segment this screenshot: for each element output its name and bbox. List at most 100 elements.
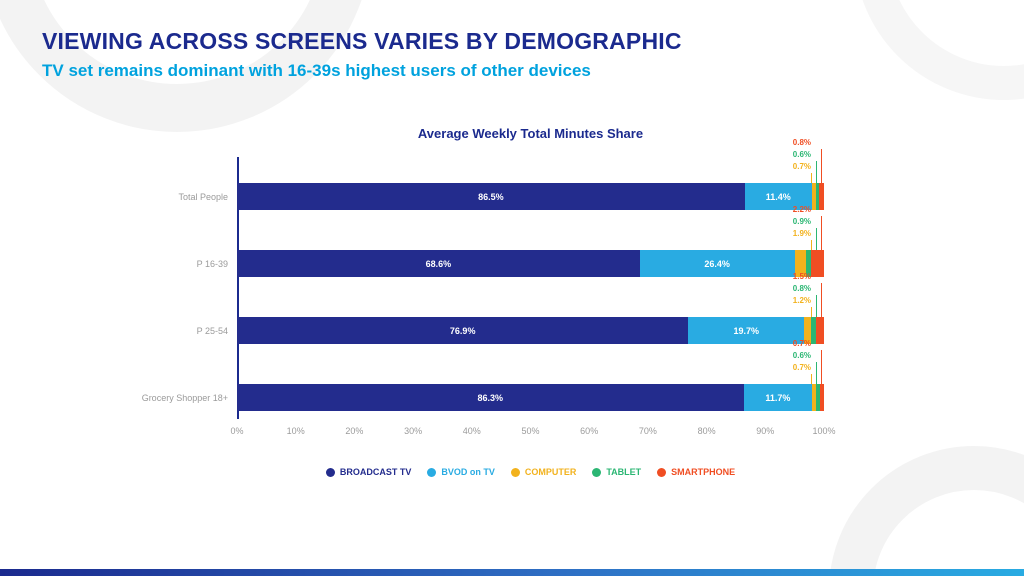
value-label: 11.4% [765, 191, 791, 202]
value-label: 19.7% [733, 325, 759, 336]
x-tick-label: 30% [404, 426, 423, 436]
callout-value-label: 0.7% [792, 339, 811, 348]
bar-segment: 68.6% [237, 250, 640, 277]
bar-segment [815, 317, 824, 344]
legend-label: SMARTPHONE [671, 467, 736, 477]
callout-value-label: 0.6% [792, 351, 811, 360]
legend-dot [510, 467, 520, 477]
x-tick-label: 80% [697, 426, 716, 436]
callout-leader-line [816, 228, 817, 250]
bar-segment: 11.7% [743, 384, 813, 411]
x-tick-label: 90% [756, 426, 775, 436]
plot-rows: Total People 86.5% 11.4% 0.8% 0.6% 0.7% P 16-3… [116, 138, 824, 419]
callouts: 2.2% 0.9% 1.9% [734, 198, 824, 250]
legend-label: BVOD on TV [441, 467, 495, 477]
legend-dot [325, 467, 335, 477]
legend-label: TABLET [606, 467, 642, 477]
x-axis: 0% 10% 20% 30% 40% 50% 60% 70% 80% 90% 100% [230, 423, 835, 439]
legend: BROADCAST TV BVOD on TV COMPUTER TABLET SMAR… [237, 467, 824, 477]
x-tick-label: 100% [812, 426, 836, 436]
callout-leader-line [811, 307, 812, 317]
callout-value-label: 1.5% [792, 272, 811, 281]
category-label: Grocery Shopper 18+ [141, 393, 228, 403]
stacked-bar: 76.9% 19.7% [237, 317, 824, 344]
value-label: 68.6% [425, 258, 452, 269]
x-tick-label: 0% [230, 426, 244, 436]
bar-segment: 26.4% [639, 250, 795, 277]
bar-segment [805, 250, 812, 277]
callout-value-label: 0.7% [792, 162, 811, 171]
callout-leader-line [821, 350, 822, 384]
callout-leader-line [816, 295, 817, 317]
x-tick-label: 70% [638, 426, 657, 436]
value-label: 86.3% [477, 392, 504, 403]
bar-segment: 19.7% [688, 317, 805, 344]
bar-row: Grocery Shopper 18+ 86.3% 11.7% 0.7% 0.6% 0.7… [116, 339, 824, 419]
y-axis-line [237, 157, 239, 419]
bar-segment: 76.9% [237, 317, 689, 344]
bar-segment [812, 384, 817, 411]
bar-segment [811, 183, 816, 210]
bar-segment [816, 384, 820, 411]
bar-segment [815, 183, 820, 210]
value-label: 76.9% [449, 325, 476, 336]
x-tick-label: 20% [345, 426, 364, 436]
callout-leader-line [816, 362, 817, 384]
bar-segment: 11.4% [744, 183, 812, 210]
callouts: 0.8% 0.6% 0.7% [734, 131, 824, 183]
legend-item: COMPUTER [510, 467, 576, 477]
legend-dot [657, 467, 667, 477]
decor-ring-bottom-right [829, 446, 1024, 576]
bar-track: 86.3% 11.7% 0.7% 0.6% 0.7% [237, 339, 824, 411]
callout-leader-line [811, 173, 812, 183]
callout-leader-line [821, 149, 822, 183]
legend-item: BROADCAST TV [325, 467, 412, 477]
bar-row: Total People 86.5% 11.4% 0.8% 0.6% 0.7% [116, 138, 824, 218]
bar-segment [804, 317, 812, 344]
bar-segment [819, 183, 824, 210]
legend-item: TABLET [592, 467, 641, 477]
callout-leader-line [816, 161, 817, 183]
bar-track: 68.6% 26.4% 2.2% 0.9% 1.9% [237, 205, 824, 277]
category-label: P 25-54 [196, 326, 228, 336]
callout-value-label: 0.8% [792, 284, 811, 293]
stacked-bar: 68.6% 26.4% [237, 250, 824, 277]
bar-segment: 86.3% [237, 384, 744, 411]
bar-row: P 16-39 68.6% 26.4% 2.2% 0.9% 1.9% [116, 205, 824, 285]
category-label: Total People [178, 192, 228, 202]
bar-track: 76.9% 19.7% 1.5% 0.8% 1.2% [237, 272, 824, 344]
chart-title: Average Weekly Total Minutes Share [417, 126, 644, 141]
value-label: 86.5% [478, 191, 504, 202]
callout-leader-line [821, 283, 822, 317]
slide-title: VIEWING ACROSS SCREENS VARIES BY DEMOGRA… [42, 28, 682, 54]
callout-value-label: 2.2% [792, 205, 811, 214]
callout-value-label: 1.9% [792, 229, 811, 238]
callouts: 1.5% 0.8% 1.2% [734, 265, 824, 317]
value-label: 11.7% [765, 392, 791, 403]
bar-track: 86.5% 11.4% 0.8% 0.6% 0.7% [237, 138, 824, 210]
stacked-bar: 86.3% 11.7% [237, 384, 824, 411]
legend-item: BVOD on TV [427, 467, 495, 477]
bar-row: P 25-54 76.9% 19.7% 1.5% 0.8% 1.2% [116, 272, 824, 352]
callout-leader-line [811, 374, 812, 384]
callout-value-label: 0.8% [792, 138, 811, 147]
x-tick-label: 10% [286, 426, 305, 436]
x-tick-label: 50% [521, 426, 540, 436]
callout-value-label: 0.7% [792, 363, 811, 372]
bar-segment [811, 250, 824, 277]
bar-segment [819, 384, 824, 411]
slide-subtitle: TV set remains dominant with 16-39s high… [42, 61, 591, 80]
callout-leader-line [821, 216, 822, 250]
callouts: 0.7% 0.6% 0.7% [734, 332, 824, 384]
legend-label: BROADCAST TV [339, 467, 412, 477]
bottom-accent-bar [0, 569, 1024, 576]
callout-value-label: 0.9% [792, 217, 811, 226]
callout-value-label: 0.6% [792, 150, 811, 159]
stacked-bar: 86.5% 11.4% [237, 183, 824, 210]
callout-value-label: 1.2% [792, 296, 811, 305]
callout-leader-line [811, 240, 812, 250]
bar-segment: 86.5% [237, 183, 745, 210]
value-label: 26.4% [704, 258, 730, 269]
legend-item: SMARTPHONE [657, 467, 735, 477]
